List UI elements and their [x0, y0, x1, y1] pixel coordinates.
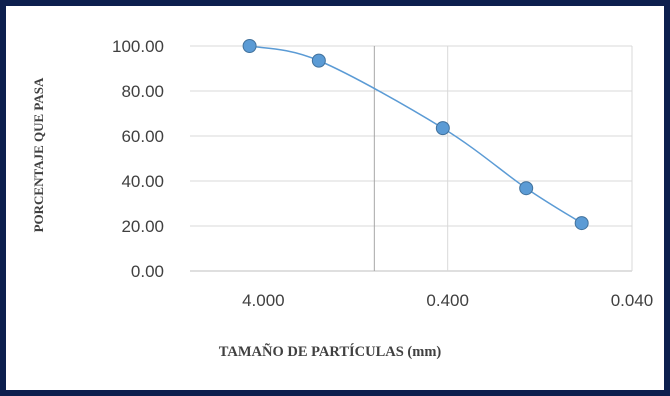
x-tick-label: 0.040	[611, 291, 654, 310]
data-point	[574, 216, 589, 231]
x-tick-label: 0.400	[426, 291, 469, 310]
y-tick-label: 60.00	[121, 127, 164, 146]
y-tick-label: 40.00	[121, 172, 164, 191]
grid-lines	[190, 45, 633, 272]
y-tick-labels: 0.00 20.00 40.00 60.00 80.00 100.00	[112, 37, 164, 281]
y-tick-label: 100.00	[112, 37, 164, 56]
y-tick-label: 0.00	[131, 262, 164, 281]
y-tick-label: 80.00	[121, 82, 164, 101]
x-tick-label: 4.000	[242, 291, 285, 310]
x-axis-title: TAMAÑO DE PARTÍCULAS (mm)	[219, 342, 442, 360]
x-tick-labels: 4.000 0.400 0.040	[242, 291, 653, 310]
y-tick-label: 20.00	[121, 217, 164, 236]
data-points	[242, 39, 589, 231]
series-line	[249, 45, 583, 224]
data-point	[242, 39, 257, 53]
data-point	[311, 53, 326, 68]
data-point	[435, 121, 450, 136]
y-axis-title: PORCENTAJE QUE PASA	[31, 77, 46, 232]
data-point	[519, 181, 534, 196]
